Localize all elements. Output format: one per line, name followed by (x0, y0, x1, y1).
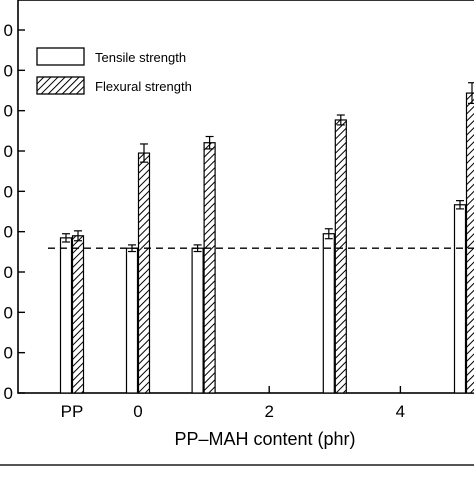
y-tick-label: 0 (4, 263, 13, 282)
tensile-bar (61, 238, 72, 393)
flexural-bar (335, 120, 346, 393)
tensile-bar (323, 234, 334, 393)
bottom-border (0, 464, 474, 466)
x-tick-label: 4 (396, 402, 405, 421)
legend-label-flexural: Flexural strength (95, 79, 192, 94)
tensile-bar (192, 248, 203, 393)
y-tick-label: 0 (4, 384, 13, 403)
x-tick-label: 0 (133, 402, 142, 421)
y-tick-label: 0 (4, 21, 13, 40)
y-tick-label: 0 (4, 61, 13, 80)
tensile-bar (127, 248, 138, 393)
y-tick-label: 0 (4, 223, 13, 242)
flexural-bar (467, 93, 474, 393)
y-tick-label: 0 (4, 303, 13, 322)
tensile-bar (455, 205, 466, 393)
legend-label-tensile: Tensile strength (95, 50, 186, 65)
flexural-bar (204, 143, 215, 393)
flexural-bar (139, 153, 150, 393)
y-tick-label: 0 (4, 142, 13, 161)
x-tick-label: PP (61, 402, 84, 421)
legend-swatch-flexural (37, 77, 84, 94)
y-tick-label: 0 (4, 102, 13, 121)
legend-swatch-tensile (37, 48, 84, 65)
plot-area-frame (18, 0, 474, 393)
flexural-bar (73, 236, 84, 393)
x-axis-title: PP–MAH content (phr) (174, 429, 355, 449)
x-tick-label: 2 (264, 402, 273, 421)
y-tick-label: 0 (4, 182, 13, 201)
y-tick-label: 0 (4, 344, 13, 363)
